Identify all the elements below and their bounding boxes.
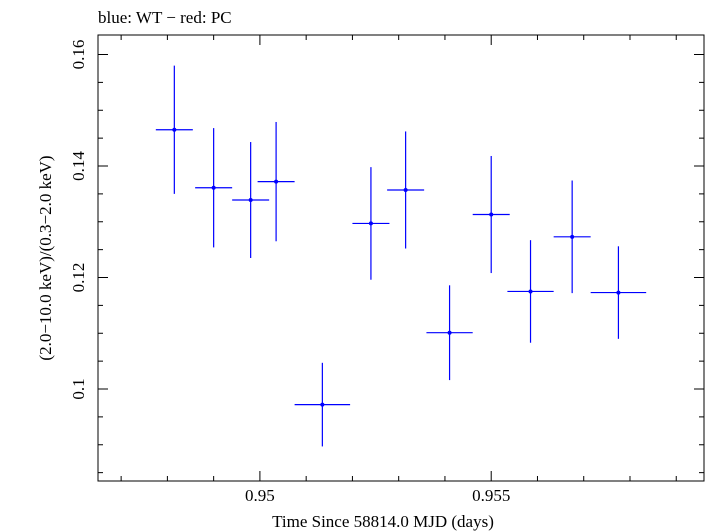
x-axis-label: Time Since 58814.0 MJD (days) [272,512,494,531]
point-marker [489,212,494,217]
x-tick-label: 0.95 [245,486,275,505]
data-point [352,167,390,280]
data-point [507,240,554,343]
point-marker [211,185,216,190]
point-marker [616,290,621,295]
point-marker [172,127,177,132]
data-point [590,246,647,339]
point-marker [320,402,325,407]
y-tick-label: 0.12 [69,263,88,293]
plot-frame [97,34,705,482]
y-tick-label: 0.14 [69,151,88,181]
y-tick-label: 0.16 [69,40,88,70]
point-marker [274,179,279,184]
point-marker [368,221,373,226]
x-tick-label: 0.955 [472,486,510,505]
chart-title: blue: WT − red: PC [98,8,232,27]
y-axis-ticks: 0.1 0.12 0.14 0.16 [69,40,704,474]
x-axis-ticks: 0.95 0.955 [120,35,677,505]
data-point [232,142,270,258]
data-point [155,65,193,194]
data-point [387,131,425,249]
point-marker [528,289,533,294]
point-marker [447,330,452,335]
data-point [472,155,510,274]
data-point [553,180,591,294]
data-point [294,362,351,447]
point-marker [570,234,575,239]
point-marker [248,198,253,203]
data-point [257,121,295,242]
y-axis-label: (2.0−10.0 keV)/(0.3−2.0 keV) [36,155,55,360]
y-tick-label: 0.1 [69,378,88,399]
point-marker [403,187,408,192]
data-points [155,65,647,447]
data-point [195,128,233,248]
data-point [426,285,473,381]
